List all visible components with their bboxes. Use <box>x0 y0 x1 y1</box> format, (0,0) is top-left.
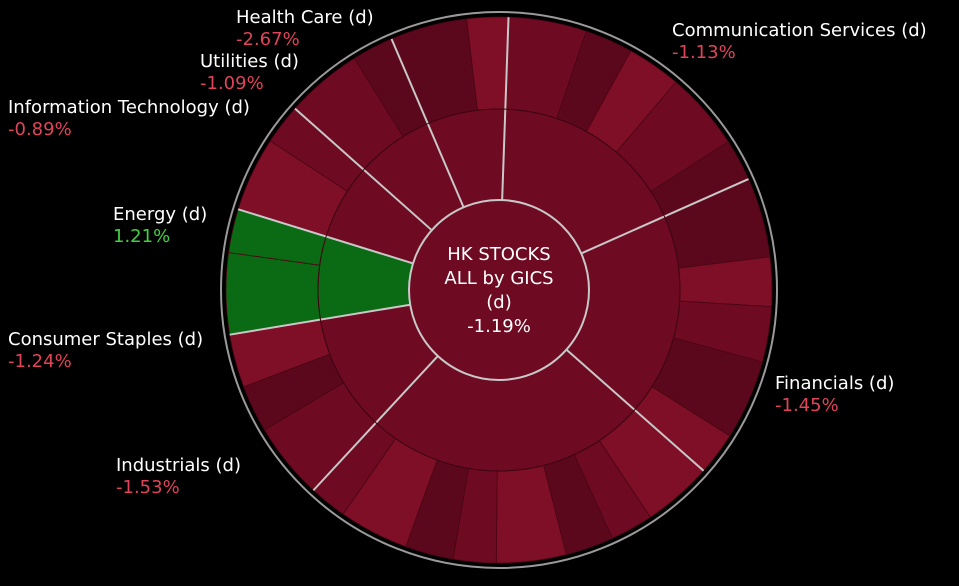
sector-change: -1.45% <box>775 395 839 416</box>
sector-name: Utilities (d) <box>200 51 299 72</box>
sector-divider <box>580 178 749 255</box>
label-industrials: Industrials (d) -1.53% <box>116 455 241 499</box>
sector-name: Health Care (d) <box>236 7 374 28</box>
label-utilities: Utilities (d) -1.09% <box>200 51 299 95</box>
center-value: -1.19% <box>467 316 531 337</box>
sector-name: Communication Services (d) <box>672 20 927 41</box>
sector-divider <box>565 348 705 472</box>
sector-name: Consumer Staples (d) <box>8 329 204 350</box>
sector-change: -1.53% <box>116 477 180 498</box>
sector-change: -1.09% <box>200 73 264 94</box>
sector-change: 1.21% <box>113 226 171 247</box>
label-health-care: Health Care (d) -2.67% <box>236 7 374 51</box>
sector-name: Information Technology (d) <box>8 97 250 118</box>
center-title-line: ALL by GICS <box>444 268 553 289</box>
sector-change: -1.24% <box>8 351 72 372</box>
chart-frame <box>220 11 778 569</box>
label-communication-services: Communication Services (d) -1.13% <box>672 20 927 64</box>
center-title-line: HK STOCKS <box>447 244 550 265</box>
label-energy: Energy (d) 1.21% <box>113 204 207 248</box>
sector-change: -2.67% <box>236 29 300 50</box>
label-consumer-staples: Consumer Staples (d) -1.24% <box>8 329 203 373</box>
sector-change: -1.13% <box>672 42 736 63</box>
center-circle[interactable] <box>408 199 590 381</box>
center-title-line: (d) <box>486 292 511 313</box>
sector-name: Energy (d) <box>113 204 208 225</box>
label-financials: Financials (d) -1.45% <box>775 373 894 417</box>
ring-divider <box>317 108 681 472</box>
label-information-technology: Information Technology (d) -0.89% <box>8 97 250 141</box>
sector-name: Financials (d) <box>775 373 895 394</box>
sector-name: Industrials (d) <box>116 455 241 476</box>
sector-change: -0.89% <box>8 119 72 140</box>
